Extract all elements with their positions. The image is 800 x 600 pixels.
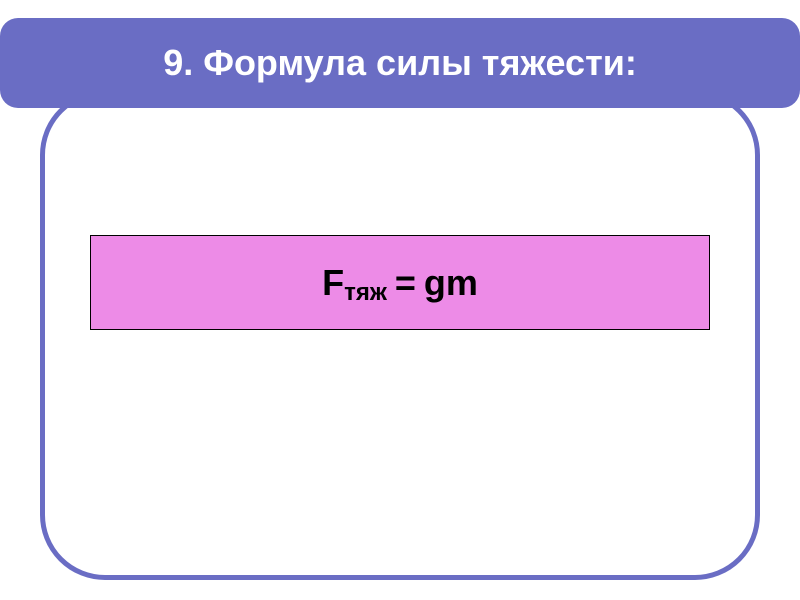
- formula-variable-F: F: [322, 262, 344, 304]
- formula-equals: =: [395, 262, 416, 304]
- content-frame: [40, 90, 760, 580]
- slide-title: 9. Формула силы тяжести:: [163, 42, 637, 84]
- formula-box: Fтяж = gm: [90, 235, 710, 330]
- formula-subscript: тяж: [344, 279, 387, 307]
- slide-title-bar: 9. Формула силы тяжести:: [0, 18, 800, 108]
- formula-rhs: gm: [424, 262, 478, 304]
